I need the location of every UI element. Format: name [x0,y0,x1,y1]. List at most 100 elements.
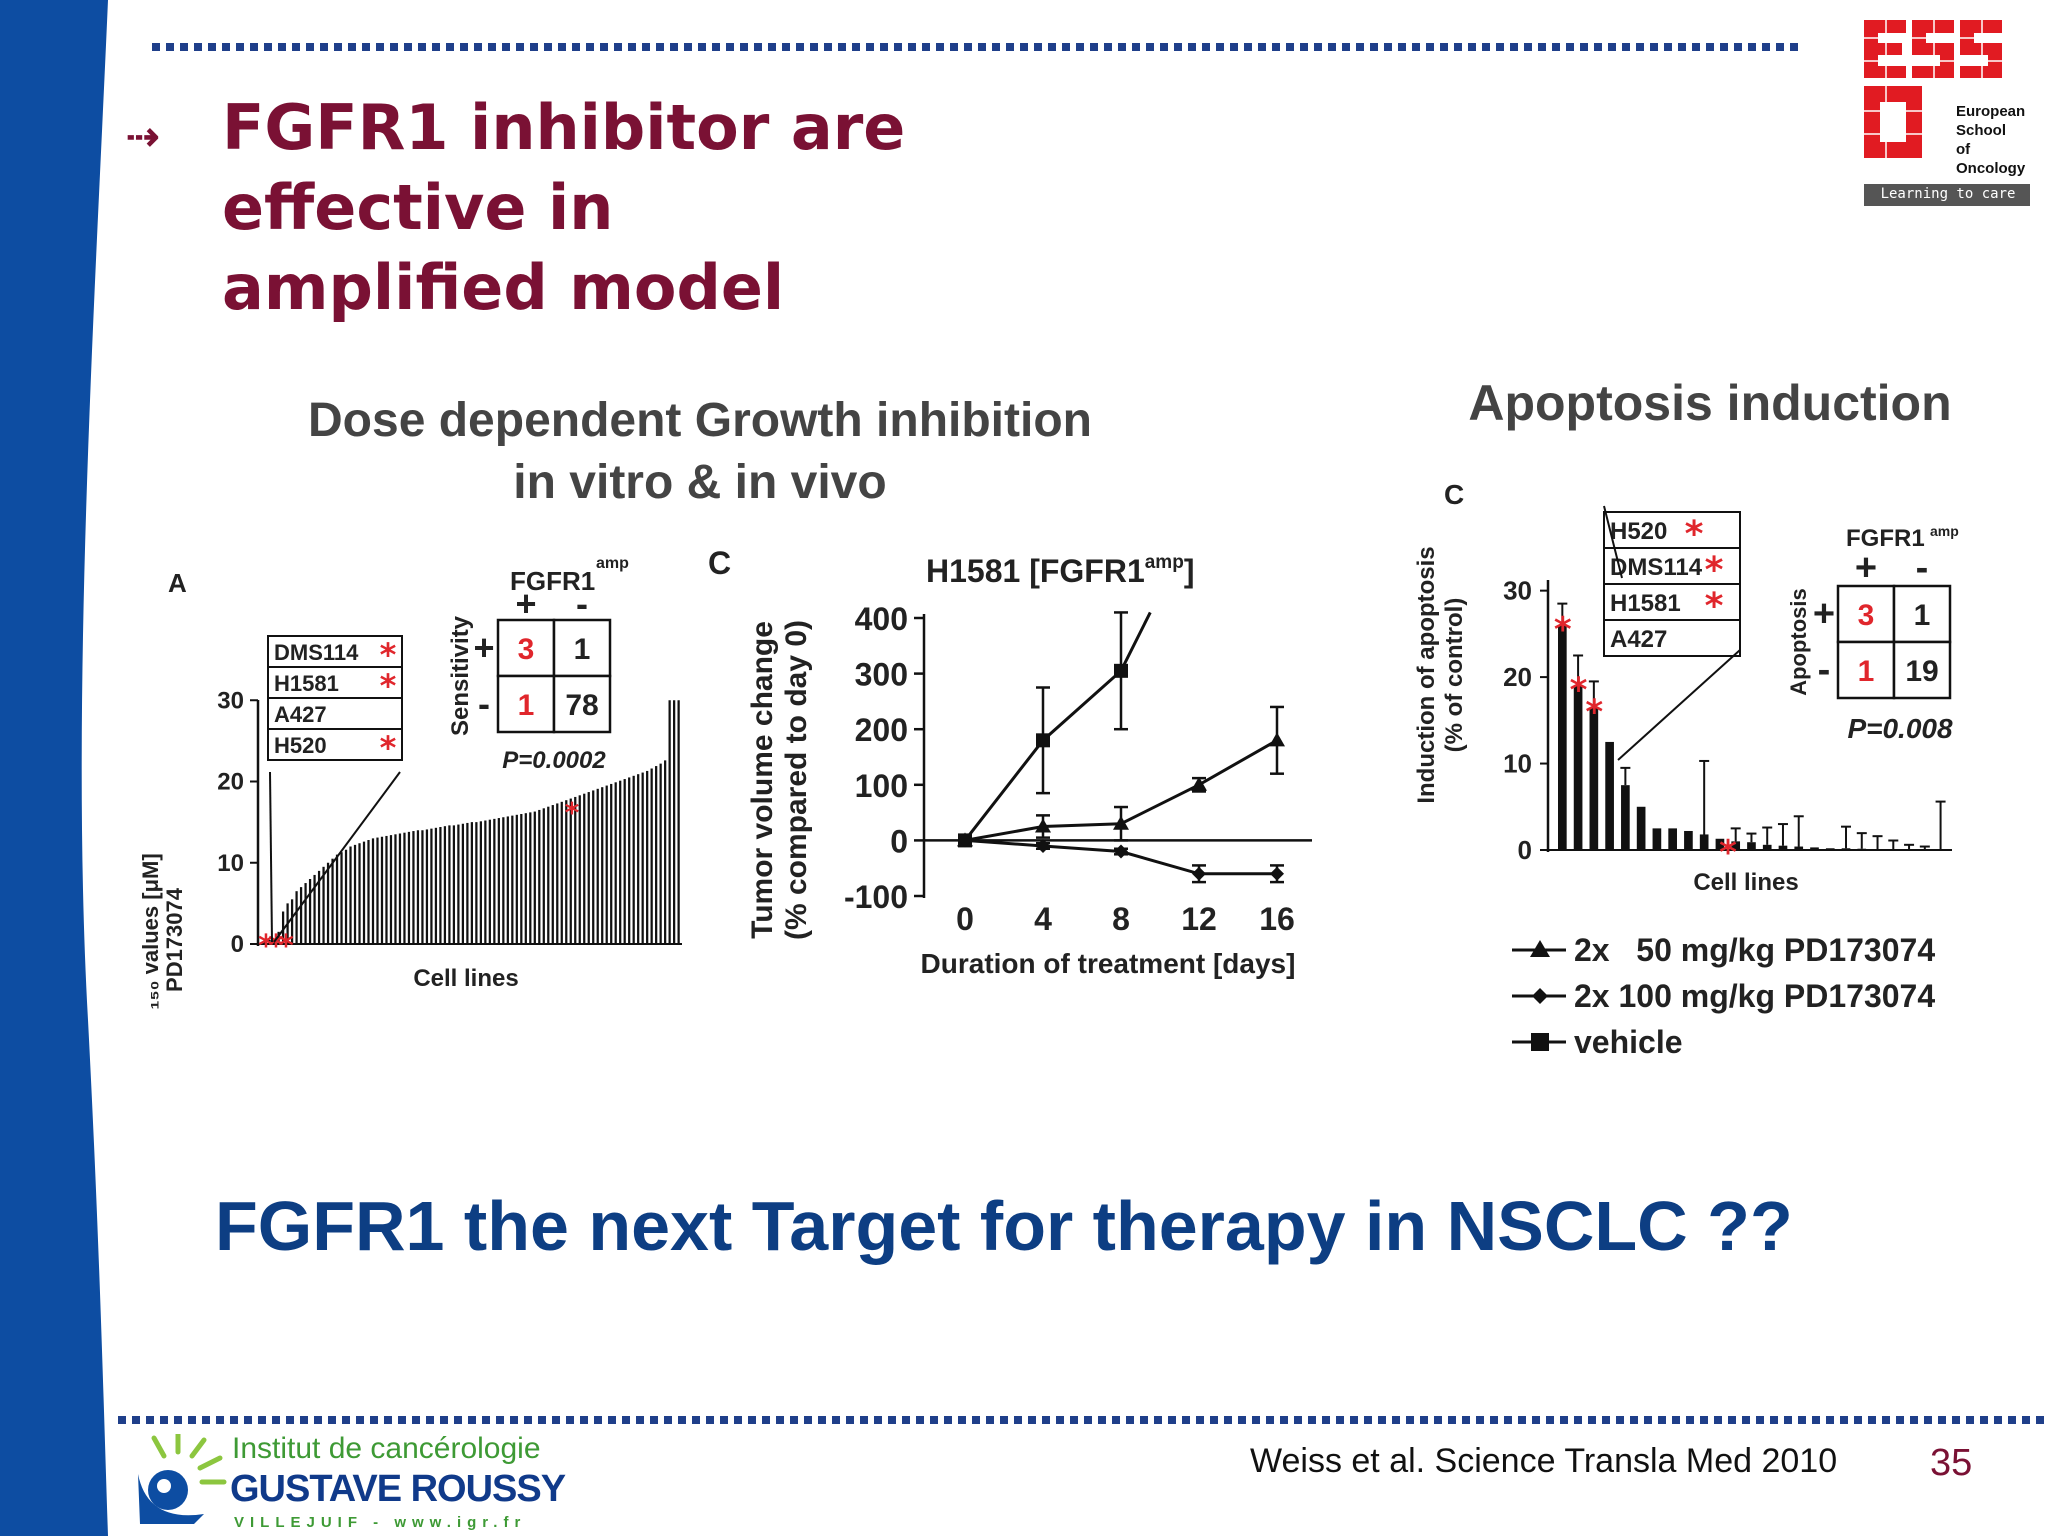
section-left-line2: in vitro & in vivo [513,456,887,509]
apoptosis-bar-star: * [1585,692,1603,732]
gi50-bar [659,763,662,944]
gi50-inset-value: 78 [565,689,598,722]
gi50-bar [502,817,505,944]
gi50-bar [367,840,370,944]
legend-square-icon [1531,1033,1549,1051]
eso-line-3: of [1956,141,1971,158]
legend-label: vehicle [1574,1024,1683,1060]
apoptosis-bar [1636,806,1646,850]
gi50-bar [583,793,586,944]
gi50-bar [520,814,523,944]
gi50-bar [619,780,622,944]
bottom-dotted-rule [118,1416,2048,1424]
gi50-bar [551,805,554,944]
gi50-bar [641,772,644,944]
apoptosis-list-name: H520 [1610,518,1667,545]
eso-line-4: Oncology [1956,160,2026,177]
gi50-bar [349,846,352,944]
gi50-yticks: 0 10 20 30 [217,687,258,958]
apoptosis-inset-title: FGFR1 [1846,525,1925,552]
gi50-bar [533,811,536,944]
gi50-xlabel: Cell lines [413,965,518,992]
igr-line2: GUSTAVE ROUSSY [230,1468,566,1510]
apoptosis-bar [1589,707,1599,850]
apoptosis-inset-value: 1 [1914,599,1931,632]
gi50-bar [326,862,330,944]
tumor-chart-title: H1581 [FGFR1amp] [926,552,1194,589]
eso-line-2: School [1956,122,2007,139]
gi50-bar [529,812,532,944]
igr-line3: VILLEJUIF - www.igr.fr [234,1514,527,1531]
gi50-bar [331,858,334,944]
gi50-bar [295,891,298,944]
apoptosis-bar [1684,830,1693,850]
apoptosis-bar-star: * [1554,610,1572,650]
apoptosis-ytick-label: 10 [1503,749,1532,779]
gi50-bar [353,844,357,944]
gi50-bar [632,775,635,944]
apoptosis-ylabel-2: (% of control) [1441,598,1468,753]
tumor-xtick-label: 12 [1181,901,1217,937]
panel-label-c-left: C [708,545,731,581]
eso-line-1: European [1956,103,2026,120]
gi50-inset-row-header: + [473,627,494,668]
gi50-bar [655,766,658,944]
apoptosis-bar [1778,845,1788,850]
citation: Weiss et al. Science Transla Med 2010 [1250,1442,1838,1480]
gi50-bar [488,819,491,944]
treatment-legend: 2x 50 mg/kg PD173074 2x 100 mg/kg PD17307… [1512,932,1935,1060]
tumor-yticks: -100 0 100 200 300 400 [844,601,1312,915]
apoptosis-bar [1715,838,1725,850]
apoptosis-inset-value: 1 [1858,655,1875,688]
gi50-sensitive-star: * [258,929,274,964]
apoptosis-ylabel-1: Induction of apoptosis [1413,546,1440,803]
gi50-star-h520: * [565,796,580,829]
tumor-ytick-label: 100 [855,768,908,804]
gi50-bar [448,825,451,944]
gi50-inset-value: 1 [574,633,591,666]
apoptosis-highlight-list: H520 *DMS114 * H1581 * A427 [1603,511,1741,657]
tumor-ytick-label: 0 [890,823,908,859]
gi50-ytick-label: 0 [231,931,244,958]
apoptosis-list-name: H1581 [1610,590,1681,617]
gi50-bar [322,866,325,944]
tumor-point-triangle [1035,818,1051,833]
apoptosis-list-star: * [1705,586,1724,627]
gi50-bar [484,820,487,944]
gi50-highlight-list: DMS114 * H1581 * A427 H520 * [267,635,403,767]
apoptosis-inset-row-header: - [1818,649,1831,691]
gi50-ytick-label: 10 [217,850,244,877]
gi50-bar [677,700,680,944]
gi50-ylabel-2: PD173074 [162,887,187,992]
apoptosis-ytick-label: 20 [1503,662,1532,692]
gi50-bar [277,931,280,944]
apoptosis-list-name: A427 [1610,626,1667,653]
gi50-bar [511,815,514,944]
section-right-heading: Apoptosis induction [1468,375,1952,431]
gi50-bar [403,832,406,944]
apoptosis-bar-chart: C Induction of apoptosis (% of control) … [1413,479,1959,1060]
gi50-bar [304,883,307,944]
gi50-bar [538,809,541,944]
gi50-bar [506,816,509,944]
gi50-bar [443,826,447,944]
gi50-inset-col-header: + [515,583,536,624]
gi50-bar [565,800,568,944]
top-dotted-rule [152,43,1802,51]
gi50-bar [614,782,617,944]
gi50-bar [466,822,469,944]
gi50-bar [479,821,482,944]
gi50-bar [664,760,667,944]
apoptosis-inset-cell [1892,640,1952,700]
gi50-inset-cell [552,674,612,734]
gi50-bar [610,783,613,944]
eso-logo: European School of Oncology Learning to … [1858,16,2038,212]
gi50-bar [470,822,473,944]
panel-label-c-right: C [1444,479,1464,510]
panel-label-a: A [168,568,187,598]
gi50-bar [497,818,500,944]
gi50-list-cell [267,728,403,761]
apoptosis-inset-pvalue: P=0.008 [1847,713,1953,744]
legend-label: 2x 50 mg/kg PD173074 [1574,932,1935,968]
tumor-xtick-label: 8 [1112,901,1130,937]
